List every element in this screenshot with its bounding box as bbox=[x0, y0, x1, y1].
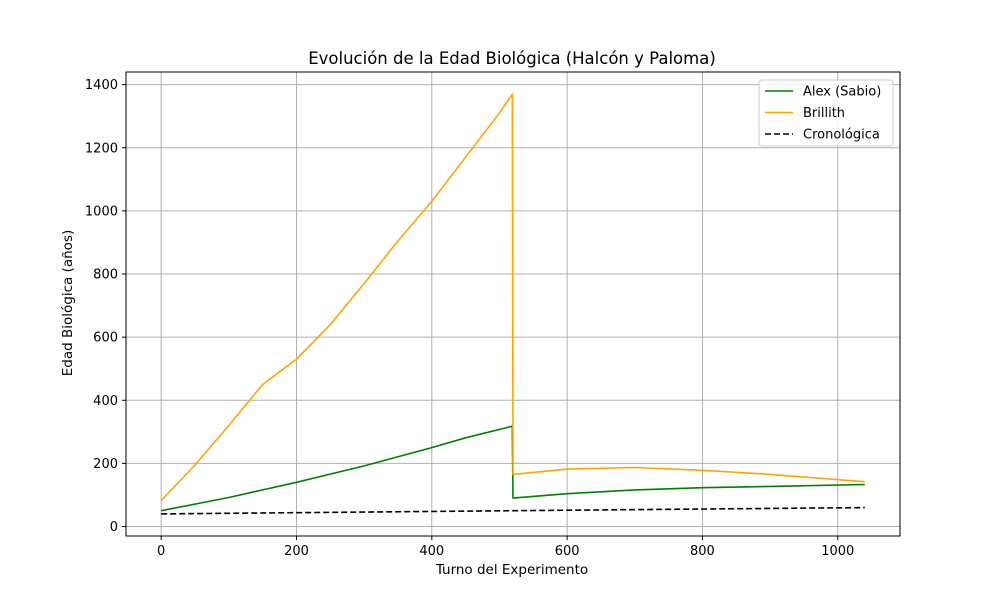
series-line-1 bbox=[160, 93, 865, 502]
x-tick-label: 400 bbox=[419, 544, 444, 559]
y-tick-label: 600 bbox=[93, 331, 118, 346]
series-group bbox=[160, 93, 865, 515]
y-axis-title: Edad Biológica (años) bbox=[60, 230, 76, 376]
series-line-2 bbox=[161, 506, 865, 515]
y-tick-label: 1200 bbox=[85, 141, 118, 156]
legend-label-1: Brillith bbox=[803, 106, 845, 121]
x-axis-title: Turno del Experimento bbox=[435, 562, 588, 578]
y-tick-label: 1000 bbox=[85, 204, 118, 219]
y-tick-label: 400 bbox=[93, 394, 118, 409]
plot-frame bbox=[125, 71, 901, 537]
x-tick-label: 0 bbox=[157, 544, 165, 559]
legend-box bbox=[758, 79, 894, 147]
x-tick-label: 800 bbox=[690, 544, 715, 559]
legend-label-0: Alex (Sabio) bbox=[803, 85, 881, 100]
chart-title: Evolución de la Edad Biológica (Halcón y… bbox=[308, 49, 716, 68]
y-tick-label: 1400 bbox=[85, 78, 118, 93]
y-tick-label: 0 bbox=[110, 520, 118, 535]
ticks: 0 200 400 600 800 1000 0 200 400 600 800 1000 1200 14… bbox=[85, 78, 854, 559]
y-tick-label: 800 bbox=[93, 268, 118, 283]
x-tick-label: 1000 bbox=[821, 544, 854, 559]
x-tick-label: 600 bbox=[555, 544, 580, 559]
legend: Alex (Sabio) Brillith Cronológica bbox=[758, 79, 894, 147]
y-tick-label: 200 bbox=[93, 457, 118, 472]
x-tick-label: 200 bbox=[284, 544, 309, 559]
legend-label-2: Cronológica bbox=[803, 128, 880, 143]
